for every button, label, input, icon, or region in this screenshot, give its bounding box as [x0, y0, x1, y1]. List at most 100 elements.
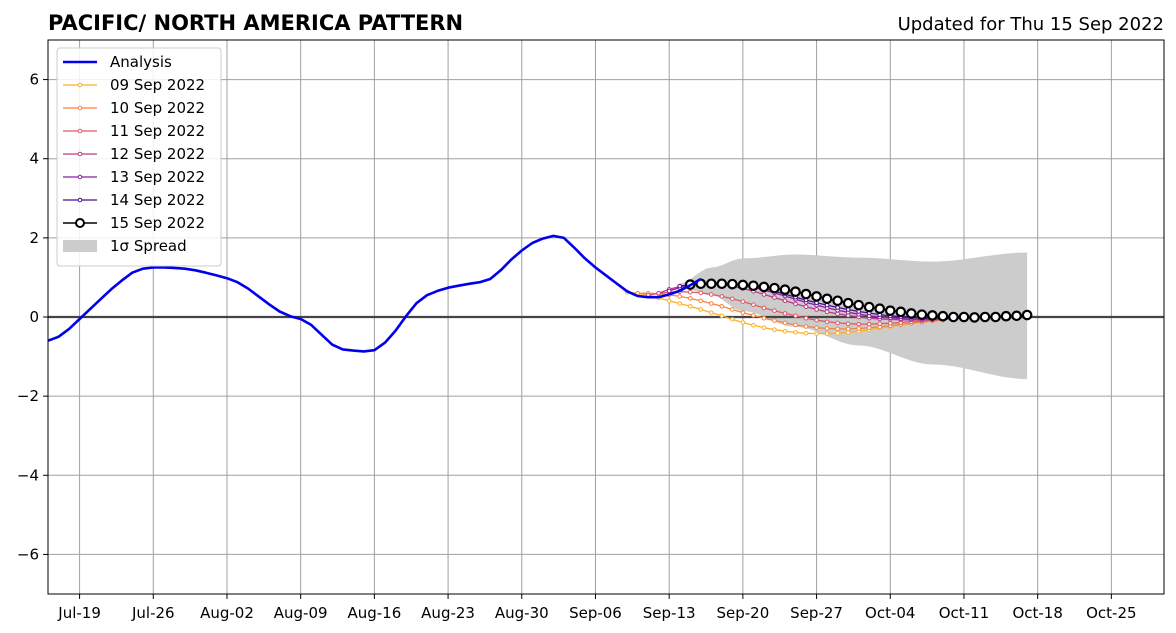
forecast-point: [916, 309, 928, 320]
forecast-point: [811, 291, 822, 302]
forecast-point: [740, 310, 746, 315]
forecast-point: [751, 323, 756, 328]
forecast-point: [824, 331, 830, 336]
forecast-point: [677, 283, 682, 289]
forecast-point: [842, 297, 854, 309]
forecast-point: [769, 282, 780, 294]
legend-entry: 10 Sep 2022: [63, 99, 205, 117]
forecast-point: [761, 292, 767, 297]
legend-entry: Analysis: [63, 53, 172, 71]
legend-label: 1σ Spread: [110, 237, 187, 255]
legend-swatch-marker: [75, 218, 85, 228]
x-tick-label: Aug-23: [421, 604, 475, 622]
legend-entry: 14 Sep 2022: [63, 191, 205, 209]
forecast-point: [740, 299, 746, 304]
forecast-point: [730, 296, 735, 302]
forecast-point: [1011, 310, 1022, 322]
legend-box: [56, 47, 222, 267]
forecast-point: [832, 295, 843, 307]
forecast-point: [730, 307, 735, 312]
forecast-point: [708, 292, 714, 297]
forecast-point: [687, 304, 693, 309]
legend: Analysis 09 Sep 2022 10 Sep 2022 11 Sep 202…: [56, 47, 222, 267]
forecast-point: [958, 311, 970, 323]
legend-label: 15 Sep 2022: [110, 214, 205, 232]
y-tick-label: 2: [29, 229, 39, 247]
forecast-point: [782, 298, 788, 304]
forecast-point: [772, 308, 777, 313]
legend-entry: 11 Sep 2022: [63, 122, 205, 140]
forecast-point: [803, 330, 809, 336]
legend-swatch-patch: [63, 240, 97, 252]
analysis-line: [47, 234, 702, 353]
y-tick-label: 0: [29, 308, 39, 326]
forecast-point: [793, 330, 798, 335]
legend-label: 13 Sep 2022: [110, 168, 205, 186]
forecast-point: [698, 290, 704, 296]
x-tick-label: Aug-16: [347, 604, 401, 622]
forecast-point: [772, 295, 777, 300]
forecast-point: [863, 301, 875, 313]
x-tick-label: Sep-20: [716, 604, 769, 622]
forecast-point: [895, 306, 907, 318]
forecast-point: [758, 281, 770, 293]
forecast-point: [782, 311, 788, 316]
legend-entry: 13 Sep 2022: [63, 168, 205, 186]
x-tick-label: Aug-02: [200, 604, 254, 622]
y-axis-ticks: −6 −4 −2 0 2 4 6: [17, 71, 48, 563]
forecast-point: [884, 305, 896, 316]
forecast-point: [719, 313, 725, 319]
x-tick-label: Jul-26: [131, 604, 175, 622]
x-tick-label: Oct-04: [865, 604, 915, 622]
legend-label: Analysis: [110, 53, 172, 71]
forecast-point: [906, 308, 917, 319]
forecast-point: [835, 330, 840, 336]
forecast-point: [835, 320, 840, 326]
forecast-series: [684, 278, 1033, 323]
forecast-point: [730, 317, 735, 322]
forecast-point: [874, 303, 886, 314]
forecast-point: [1000, 310, 1012, 322]
forecast-point: [856, 326, 861, 331]
legend-label: 12 Sep 2022: [110, 145, 205, 163]
y-tick-label: −6: [17, 545, 39, 563]
forecast-point: [761, 325, 767, 330]
x-tick-label: Aug-09: [274, 604, 328, 622]
forecast-point: [719, 304, 725, 309]
legend-swatch-marker: [77, 197, 83, 203]
legend-label: 10 Sep 2022: [110, 99, 205, 117]
forecast-point: [698, 298, 704, 304]
legend-label: 11 Sep 2022: [110, 122, 205, 140]
legend-label: 09 Sep 2022: [110, 76, 205, 94]
chart-subtitle: Updated for Thu 15 Sep 2022: [898, 14, 1164, 35]
forecast-point: [677, 301, 682, 306]
x-tick-label: Sep-06: [569, 604, 622, 622]
legend-swatch-marker: [77, 105, 83, 111]
forecast-point: [969, 312, 980, 323]
forecast-point: [803, 315, 809, 321]
legend-entry: 15 Sep 2022: [63, 214, 205, 232]
x-tick-label: Aug-30: [495, 604, 549, 622]
forecast-point: [824, 319, 830, 325]
legend-swatch-marker: [77, 151, 83, 157]
forecast-point: [751, 302, 756, 308]
forecast-point: [835, 326, 840, 332]
forecast-point: [887, 321, 893, 326]
x-tick-label: Sep-13: [643, 604, 696, 622]
forecast-point: [772, 327, 777, 332]
forecast-point: [782, 328, 788, 334]
forecast-point: [779, 284, 791, 295]
legend-label: 14 Sep 2022: [110, 191, 205, 209]
forecast-point: [687, 289, 693, 295]
forecast-point: [1021, 309, 1033, 321]
legend-entry: 1σ Spread: [63, 237, 187, 255]
forecast-point: [866, 321, 872, 327]
forecast-point: [866, 325, 872, 330]
forecast-point: [814, 331, 819, 336]
forecast-point: [803, 304, 809, 310]
series-lines: [47, 234, 1033, 353]
legend-entry: 09 Sep 2022: [63, 76, 205, 94]
forecast-point: [793, 322, 798, 328]
x-tick-label: Oct-18: [1012, 604, 1062, 622]
